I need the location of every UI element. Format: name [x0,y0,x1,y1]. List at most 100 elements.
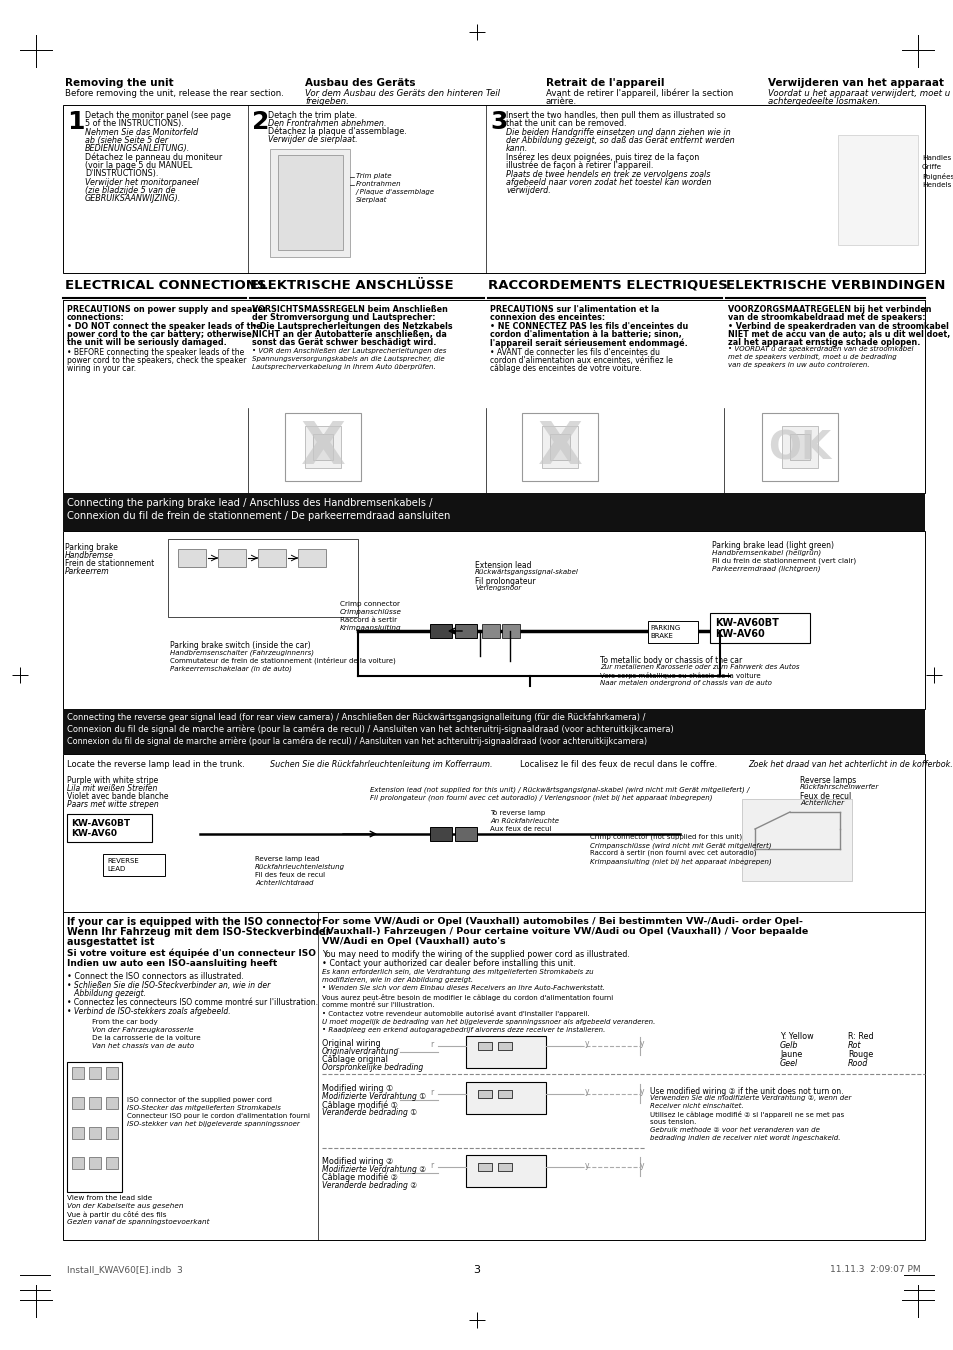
Bar [789,433,809,460]
Text: Verlengsnoor: Verlengsnoor [475,585,520,591]
Bar [481,624,499,639]
Bar [63,755,924,913]
Bar [89,1098,101,1108]
Text: Receiver nicht einschaltet.: Receiver nicht einschaltet. [649,1103,742,1108]
Text: Nehmen Sie das Monitorfeld: Nehmen Sie das Monitorfeld [85,128,198,136]
Text: Extension lead: Extension lead [475,562,531,570]
Text: Localisez le fil des feux de recul dans le coffre.: Localisez le fil des feux de recul dans … [519,760,717,770]
Bar [709,613,809,643]
Bar [497,1089,512,1098]
Text: l'appareil serait sérieusement endommagé.: l'appareil serait sérieusement endommagé… [490,338,687,347]
Text: wiring in your car.: wiring in your car. [67,364,136,373]
Bar [63,493,924,531]
Text: Câblage modifié ②: Câblage modifié ② [322,1173,397,1183]
Text: Rückfahrleuchtenleistung: Rückfahrleuchtenleistung [254,864,345,871]
Text: Rückfahrscheinwerfer: Rückfahrscheinwerfer [800,784,879,790]
Text: modifizieren, wie in der Abbildung gezeigt.: modifizieren, wie in der Abbildung gezei… [322,977,473,983]
Bar [63,300,924,408]
Text: BEDIENUNGSANLEITUNG).: BEDIENUNGSANLEITUNG). [85,144,190,153]
Text: connections:: connections: [67,313,125,323]
Bar [501,624,519,639]
Bar [497,1042,512,1050]
Bar [106,1098,118,1108]
Text: Crimpanschlüsse: Crimpanschlüsse [339,609,401,616]
Bar [313,433,333,460]
Bar [270,148,350,256]
Text: Achterlichtdraad: Achterlichtdraad [254,880,314,886]
Text: Krimpaansluiting (niet bij het apparaat inbegrepen): Krimpaansluiting (niet bij het apparaat … [589,859,771,864]
Text: Use modified wiring ② if the unit does not turn on.: Use modified wiring ② if the unit does n… [649,1087,842,1096]
Text: ELECTRICAL CONNECTIONS: ELECTRICAL CONNECTIONS [65,279,266,292]
Text: Abbildung gezeigt.: Abbildung gezeigt. [67,990,146,998]
Bar [477,1162,492,1170]
Text: Frein de stationnement: Frein de stationnement [65,559,154,568]
Text: Poignées: Poignées [921,173,953,180]
Text: Si votre voiture est équipée d'un connecteur ISO: Si votre voiture est équipée d'un connec… [67,949,315,958]
Bar [305,427,340,468]
Text: cordon d'alimentation à la batterie; sinon,: cordon d'alimentation à la batterie; sin… [490,329,681,339]
Text: Naar metalen ondergrond of chassis van de auto: Naar metalen ondergrond of chassis van d… [599,680,771,686]
Text: Handbremse: Handbremse [65,551,113,560]
Text: LEAD: LEAD [107,865,125,872]
Text: Insérez les deux poignées, puis tirez de la façon: Insérez les deux poignées, puis tirez de… [505,153,699,162]
Text: van de stroomkabeldraad met de speakers:: van de stroomkabeldraad met de speakers: [727,313,924,323]
Text: Locate the reverse lamp lead in the trunk.: Locate the reverse lamp lead in the trun… [67,760,245,770]
Text: Connexion du fil de signal de marche arrière (pour la caméra de recul) / Aanslui: Connexion du fil de signal de marche arr… [67,725,673,734]
Bar [106,1157,118,1169]
Text: KW-AV60: KW-AV60 [714,629,764,639]
Text: You may need to modify the wiring of the supplied power cord as illustrated.: You may need to modify the wiring of the… [322,950,629,958]
Text: Fil des feux de recul: Fil des feux de recul [254,872,325,878]
Bar [89,1066,101,1079]
Text: Achterlicher: Achterlicher [800,801,843,806]
Text: Spannungsversorgungskabels an die Lautsprecher, die: Spannungsversorgungskabels an die Lautsp… [252,356,444,362]
Text: Veranderde bedrading ①: Veranderde bedrading ① [322,1108,416,1116]
Text: Indien uw auto een ISO-aansluiting heeft: Indien uw auto een ISO-aansluiting heeft [67,958,277,968]
Text: Fil prolongateur: Fil prolongateur [475,576,535,586]
Bar [71,1098,84,1108]
Text: Crimp connector: Crimp connector [339,601,399,608]
Bar [71,1066,84,1079]
Text: • Raadpleeg een erkend autogaragebedrijf alvorens deze receiver te installeren.: • Raadpleeg een erkend autogaragebedrijf… [322,1027,605,1033]
Text: PRECAUTIONS sur l'alimentation et la: PRECAUTIONS sur l'alimentation et la [490,305,659,315]
Text: Gebruik methode ② voor het veranderen van de: Gebruik methode ② voor het veranderen va… [649,1127,819,1133]
Bar [477,1089,492,1098]
Text: Modifizierte Verdrahtung ②: Modifizierte Verdrahtung ② [322,1165,426,1174]
Text: Griffe: Griffe [921,163,942,170]
Text: For some VW/Audi or Opel (Vauxhall) automobiles / Bei bestimmten VW-/Audi- order: For some VW/Audi or Opel (Vauxhall) auto… [322,917,802,926]
Text: ISO-stekker van het bijgeleverde spanningssnoer: ISO-stekker van het bijgeleverde spannin… [127,1120,299,1127]
Text: Utilisez le câblage modifié ② si l'appareil ne se met pas: Utilisez le câblage modifié ② si l'appar… [649,1111,843,1118]
Bar [465,1081,545,1114]
Text: y: y [639,1040,644,1048]
Text: der Stromversorgung und Lautsprecher:: der Stromversorgung und Lautsprecher: [252,313,435,323]
Text: Detach the monitor panel (see page: Detach the monitor panel (see page [85,111,231,120]
Text: Modified wiring ①: Modified wiring ① [322,1084,393,1094]
Text: Veranderde bedrading ②: Veranderde bedrading ② [322,1181,416,1189]
Text: Original wiring: Original wiring [322,1040,380,1048]
Text: Parkeerremdraad (lichtgroen): Parkeerremdraad (lichtgroen) [711,566,820,571]
Text: Crimpanschlüsse (wird nicht mit Gerät mitgeliefert): Crimpanschlüsse (wird nicht mit Gerät mi… [589,842,771,849]
Text: Raccord à sertir (non fourni avec cet autoradio): Raccord à sertir (non fourni avec cet au… [589,850,756,857]
Text: PARKING: PARKING [649,625,679,630]
Text: Verwijder de sierplaat.: Verwijder de sierplaat. [268,135,357,144]
Text: Câblage original: Câblage original [322,1054,388,1064]
Text: VOORZORGSMAATREGELEN bij het verbinden: VOORZORGSMAATREGELEN bij het verbinden [727,305,930,315]
Text: Lila mit weißen Streifen: Lila mit weißen Streifen [67,784,157,792]
Text: KW-AV60: KW-AV60 [71,829,117,838]
Text: Parking brake switch (inside the car): Parking brake switch (inside the car) [170,641,311,649]
Text: ausgestattet ist: ausgestattet ist [67,937,154,946]
Bar [297,549,326,567]
Text: Wenn Ihr Fahrzeug mit dem ISO-Steckverbinder: Wenn Ihr Fahrzeug mit dem ISO-Steckverbi… [67,927,330,937]
Bar [465,1035,545,1068]
Text: Trim plate: Trim plate [355,173,391,180]
Bar [71,1157,84,1169]
Text: Install_KWAV60[E].indb  3: Install_KWAV60[E].indb 3 [67,1265,183,1274]
Text: RACCORDEMENTS ELECTRIQUES: RACCORDEMENTS ELECTRIQUES [488,279,727,292]
Text: Voordat u het apparaat verwijdert, moet u het: Voordat u het apparaat verwijdert, moet … [767,89,953,99]
Text: Connexion du fil de signal de marche arrière (pour la caméra de recul) / Aanslui: Connexion du fil de signal de marche arr… [67,737,646,747]
Text: power cord to the speakers, check the speaker: power cord to the speakers, check the sp… [67,356,246,365]
Bar [63,105,924,273]
Text: Parkeerremschakelaar (in de auto): Parkeerremschakelaar (in de auto) [170,666,292,671]
Text: 11.11.3  2:09:07 PM: 11.11.3 2:09:07 PM [829,1265,920,1274]
Text: (Vauxhall-) Fahrzeugen / Pour certaine voiture VW/Audi ou Opel (Vauxhall) / Voor: (Vauxhall-) Fahrzeugen / Pour certaine v… [322,927,807,936]
Text: Extension lead (not supplied for this unit) / Rückwärtsgangsignal-skabel (wird n: Extension lead (not supplied for this un… [370,786,749,792]
